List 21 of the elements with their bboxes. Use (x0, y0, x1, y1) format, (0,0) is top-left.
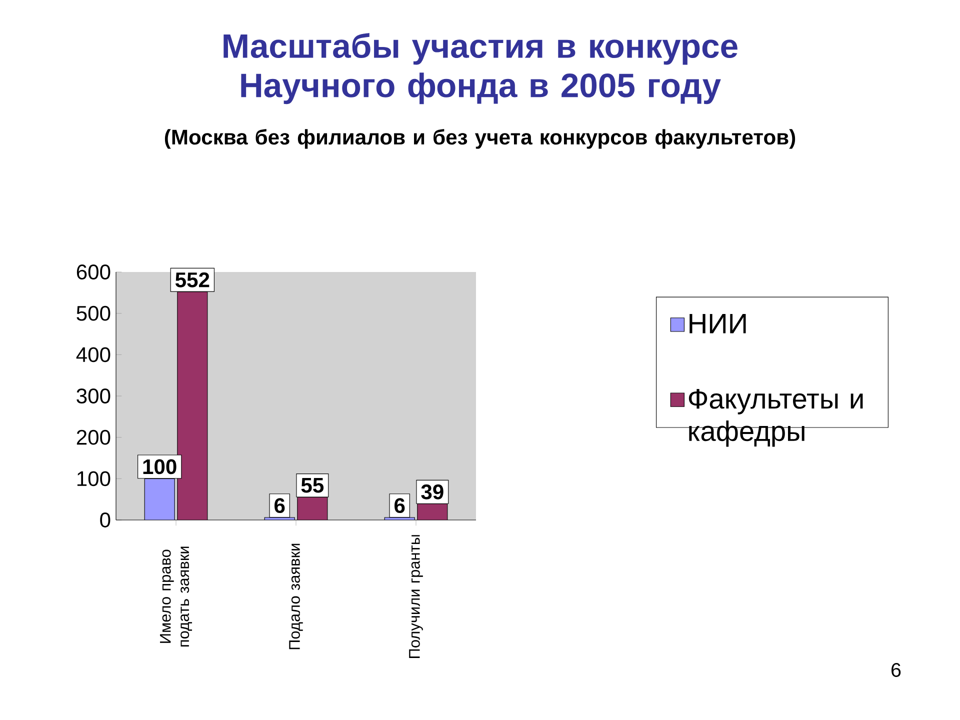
data-label: 6 (274, 498, 285, 514)
data-label: 39 (421, 484, 444, 500)
y-tick-label: 600 (76, 264, 110, 280)
legend-label: НИИ (690, 314, 746, 334)
chart-title: Масштабы участия в конкурсе Научного фонда в 2005 году (224, 32, 738, 104)
data-label: 100 (143, 459, 176, 474)
legend-label: Факультеты и кафедры (688, 389, 863, 447)
y-tick-label: 300 (76, 388, 110, 404)
data-label: 552 (175, 272, 210, 288)
y-tick-label: 500 (76, 306, 110, 321)
y-tick-label: 200 (76, 430, 110, 445)
x-tick-label: Получили гранты (409, 535, 423, 658)
data-label: 6 (394, 498, 405, 514)
data-label: 55 (301, 478, 324, 493)
text: 6 (892, 663, 901, 677)
x-tick-label: Имело право подать заявки (160, 546, 192, 646)
y-tick-label: 0 (100, 512, 110, 528)
y-tick-label: 400 (76, 347, 110, 362)
y-tick-label: 100 (77, 471, 110, 486)
chart-subtitle: (Москва без филиалов и без учета конкурсов факультетов) (164, 128, 796, 149)
x-tick-label: Подало заявки (289, 544, 303, 650)
